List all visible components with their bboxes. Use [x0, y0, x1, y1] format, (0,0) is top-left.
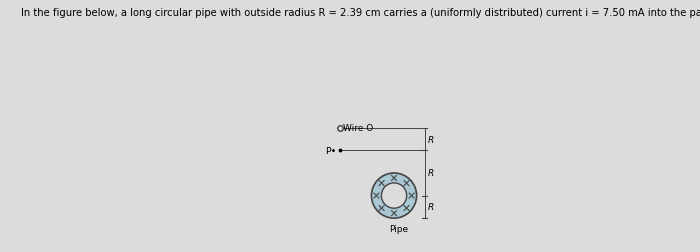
- Text: Pipe: Pipe: [389, 224, 409, 233]
- Text: R: R: [428, 169, 434, 178]
- Circle shape: [382, 183, 407, 208]
- Text: P•: P•: [326, 146, 337, 155]
- Circle shape: [372, 173, 416, 218]
- Text: Wire O: Wire O: [343, 124, 373, 133]
- Text: R: R: [428, 135, 434, 144]
- Text: R: R: [428, 203, 434, 211]
- Text: In the figure below, a long circular pipe with outside radius R = 2.39 cm carrie: In the figure below, a long circular pip…: [21, 8, 700, 18]
